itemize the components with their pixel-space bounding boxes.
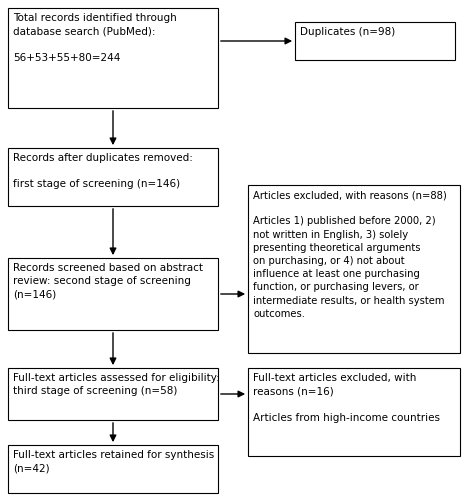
Bar bbox=[8, 445, 218, 493]
Bar bbox=[295, 22, 455, 60]
Bar bbox=[248, 185, 460, 353]
Bar bbox=[8, 258, 218, 330]
Text: Full-text articles excluded, with
reasons (n=16)

Articles from high-income coun: Full-text articles excluded, with reason… bbox=[253, 373, 440, 422]
Bar bbox=[8, 368, 218, 420]
Text: Articles excluded, with reasons (n=88)

Articles 1) published before 2000, 2)
no: Articles excluded, with reasons (n=88) A… bbox=[253, 190, 447, 319]
Text: Full-text articles assessed for eligibility:
third stage of screening (n=58): Full-text articles assessed for eligibil… bbox=[13, 373, 220, 396]
Text: Duplicates (n=98): Duplicates (n=98) bbox=[300, 27, 395, 37]
Bar bbox=[8, 148, 218, 206]
Text: Records after duplicates removed:

first stage of screening (n=146): Records after duplicates removed: first … bbox=[13, 153, 193, 190]
Text: Total records identified through
database search (PubMed):

56+53+55+80=244: Total records identified through databas… bbox=[13, 13, 177, 62]
Text: Full-text articles retained for synthesis
(n=42): Full-text articles retained for synthesi… bbox=[13, 450, 214, 473]
Bar bbox=[248, 368, 460, 456]
Bar bbox=[8, 8, 218, 108]
Text: Records screened based on abstract
review: second stage of screening
(n=146): Records screened based on abstract revie… bbox=[13, 263, 203, 300]
